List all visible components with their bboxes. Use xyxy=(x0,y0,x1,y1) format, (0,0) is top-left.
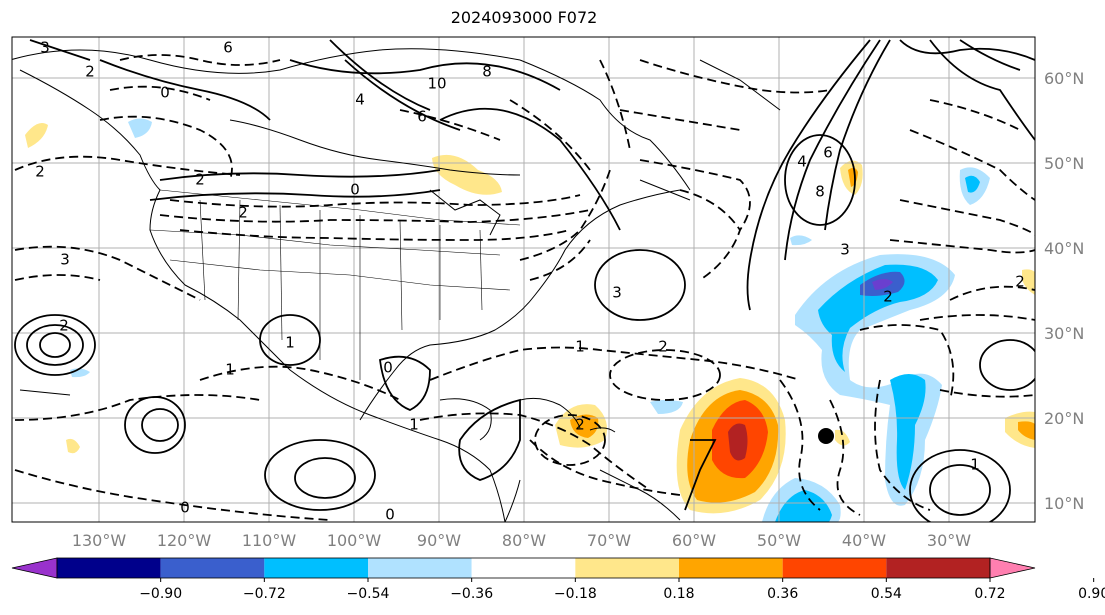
colorbar-extend-min xyxy=(11,557,58,579)
colorbar-extend-max xyxy=(989,557,1036,579)
colorbar: −0.90 −0.72 −0.54 −0.36 −0.18 0.18 0.36 0.54 0.7… xyxy=(11,557,1105,602)
contour-label: 0 xyxy=(350,181,360,199)
lat-label: 40°N xyxy=(1044,239,1084,258)
lon-label: 50°W xyxy=(757,531,801,550)
graticule xyxy=(12,37,1035,522)
colorbar-segment xyxy=(679,558,783,578)
contour-label: 2 xyxy=(883,288,893,306)
negative-anomaly-max xyxy=(872,279,893,290)
colorbar-segment xyxy=(57,558,161,578)
contour-label: 4 xyxy=(355,91,365,109)
contour-label: 0 xyxy=(180,499,190,517)
lon-label: 100°W xyxy=(327,531,382,550)
contour-label: 6 xyxy=(823,144,833,162)
contour-label-group: 3 6 2 0 10 8 6 4 2 0 2 3 2 4 6 8 2 3 3 1… xyxy=(35,39,1025,524)
colorbar-segment xyxy=(782,558,887,578)
colorbar-segment xyxy=(368,558,472,578)
lat-label: 60°N xyxy=(1044,69,1084,88)
contour-label: 3 xyxy=(840,241,850,259)
contour-label: 1 xyxy=(970,456,980,474)
contour-label: 0 xyxy=(383,359,393,377)
colorbar-segment xyxy=(160,558,265,578)
contour-label: 6 xyxy=(223,39,233,57)
lon-label: 70°W xyxy=(587,531,631,550)
positive-contours xyxy=(14,39,1035,522)
lon-label: 80°W xyxy=(502,531,546,550)
contour-label: 0 xyxy=(160,84,170,102)
contour-label: 3 xyxy=(60,251,70,269)
lat-label: 30°N xyxy=(1044,324,1084,343)
lon-label: 60°W xyxy=(672,531,716,550)
longitude-axis: 130°W 120°W 110°W 100°W 90°W 80°W 70°W 6… xyxy=(72,531,971,550)
colorbar-tick-label: 0.72 xyxy=(974,586,1005,602)
latitude-axis: 60°N 50°N 40°N 30°N 20°N 10°N xyxy=(1044,69,1084,513)
lon-label: 90°W xyxy=(417,531,461,550)
contour-label: 2 xyxy=(59,317,69,335)
contour-label: 0 xyxy=(385,506,395,524)
contour-label: 10 xyxy=(427,75,446,93)
colorbar-segment xyxy=(575,558,679,578)
map-frame xyxy=(11,36,1036,523)
contour-label: 3 xyxy=(612,284,622,302)
contour-label: 1 xyxy=(285,334,295,352)
lon-label: 120°W xyxy=(157,531,212,550)
colorbar-tick-label: 0.18 xyxy=(663,586,694,602)
contour-label: 8 xyxy=(482,63,492,81)
lon-label: 130°W xyxy=(72,531,127,550)
lon-label: 40°W xyxy=(842,531,886,550)
negative-contours xyxy=(14,54,1035,521)
lat-label: 10°N xyxy=(1044,494,1084,513)
lon-label: 110°W xyxy=(242,531,297,550)
contour-label: 2 xyxy=(238,204,248,222)
colorbar-tick-label: −0.18 xyxy=(554,586,597,602)
contour-label: 2 xyxy=(1015,273,1025,291)
contour-label: 8 xyxy=(815,183,825,201)
positive-anomaly-great-lakes xyxy=(432,154,502,195)
colorbar-tick-label: −0.72 xyxy=(243,586,286,602)
lon-label: 30°W xyxy=(927,531,971,550)
colorbar-segment xyxy=(471,558,576,578)
colorbar-segment xyxy=(886,558,990,578)
coastlines xyxy=(12,48,781,522)
contour-label: 3 xyxy=(40,39,50,57)
positive-anomaly-max xyxy=(728,423,748,461)
contour-label: 2 xyxy=(195,171,205,189)
storm-position-marker xyxy=(818,428,834,444)
lat-label: 50°N xyxy=(1044,154,1084,173)
negative-anomaly-alaska xyxy=(128,118,152,138)
colorbar-tick-label: −0.36 xyxy=(450,586,493,602)
colorbar-tick-label: 0.54 xyxy=(871,586,902,602)
contour-label: 2 xyxy=(658,338,668,356)
colorbar-tick-label: −0.90 xyxy=(139,586,182,602)
positive-anomaly-alaska xyxy=(25,122,48,148)
colorbar-tick-label: 0.36 xyxy=(767,586,798,602)
contour-label: 2 xyxy=(35,163,45,181)
colorbar-segment xyxy=(264,558,368,578)
contour-label: 1 xyxy=(575,338,585,356)
contour-label: 6 xyxy=(417,108,427,126)
colorbar-tick-label: −0.54 xyxy=(347,586,390,602)
contour-label: 1 xyxy=(409,416,419,434)
contour-label: 4 xyxy=(797,153,807,171)
contour-label: 2 xyxy=(85,63,95,81)
map-title: 2024093000 F072 xyxy=(450,8,598,27)
high-pressure-contour xyxy=(14,314,96,376)
lat-label: 20°N xyxy=(1044,409,1084,428)
contour-label: 2 xyxy=(575,416,585,434)
anomaly-shading xyxy=(25,118,1035,522)
negative-anomaly-mid xyxy=(818,264,938,372)
colorbar-tick-label: 0.90 xyxy=(1078,586,1105,602)
map-area: 3 6 2 0 10 8 6 4 2 0 2 3 2 4 6 8 2 3 3 1… xyxy=(12,37,1035,524)
contour-label: 1 xyxy=(225,361,235,379)
